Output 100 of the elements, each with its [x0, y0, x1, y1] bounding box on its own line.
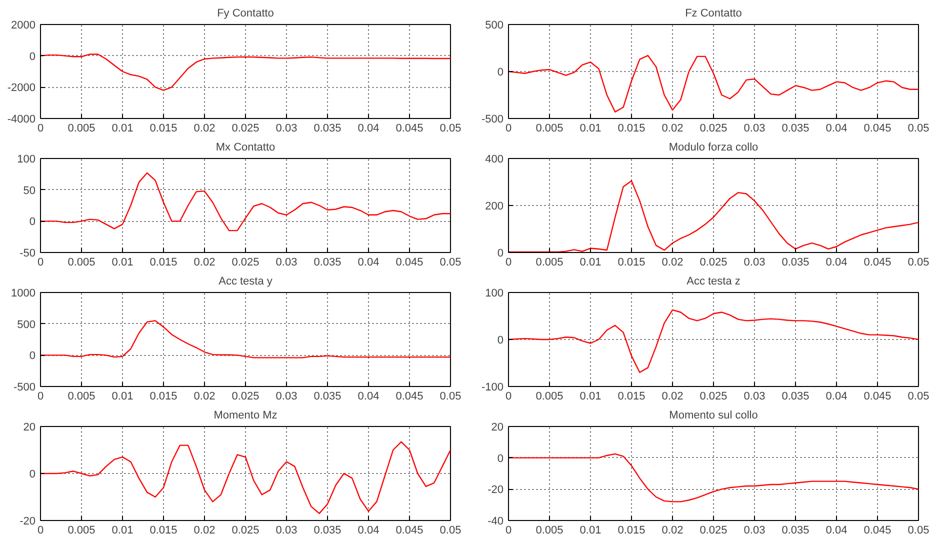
chart-title: Mx Contatto: [216, 142, 276, 154]
x-tick-label: 0.045: [864, 390, 892, 402]
x-tick-label: 0.04: [358, 524, 380, 536]
y-tick-label: -40: [488, 516, 504, 528]
x-tick-label: 0.005: [68, 390, 96, 402]
chart-title: Momento sul collo: [669, 410, 758, 422]
x-tick-label: 0: [505, 256, 512, 268]
x-tick-label: 0.015: [150, 524, 178, 536]
x-tick-label: 0.045: [396, 122, 424, 134]
y-tick-label: 500: [17, 318, 36, 331]
x-tick-label: 0.01: [112, 524, 134, 536]
y-tick-label: 100: [17, 154, 36, 166]
x-tick-label: 0: [37, 256, 44, 268]
x-tick-label: 0.03: [276, 524, 298, 536]
x-tick-label: 0.02: [662, 122, 684, 134]
x-tick-label: 0.015: [150, 390, 178, 402]
x-tick-label: 0.025: [700, 524, 728, 536]
chart-title: Momento Mz: [214, 410, 278, 422]
y-tick-label: 0: [497, 248, 504, 260]
x-tick-label: 0.03: [744, 256, 766, 268]
x-tick-label: 0: [37, 122, 44, 134]
x-tick-label: 0.005: [536, 524, 564, 536]
x-tick-label: 0.045: [396, 524, 424, 536]
x-tick-label: 0.01: [112, 122, 134, 134]
x-tick-label: 0.025: [232, 256, 260, 268]
x-tick-label: 0.03: [744, 122, 766, 134]
x-tick-label: 0.005: [536, 256, 564, 268]
x-tick-label: 0.02: [194, 524, 216, 536]
y-tick-label: 0: [497, 452, 504, 465]
y-tick-label: -20: [20, 516, 36, 528]
x-tick-label: 0.02: [194, 390, 216, 402]
x-tick-label: 0.01: [580, 122, 602, 134]
x-tick-label: 0.005: [68, 122, 96, 134]
x-tick-label: 0.035: [314, 524, 342, 536]
x-tick-label: 0.035: [782, 524, 810, 536]
x-tick-label: 0.015: [618, 122, 646, 134]
y-tick-label: 0: [29, 350, 36, 362]
x-tick-label: 0.01: [580, 390, 602, 402]
y-tick-label: 0: [29, 216, 36, 228]
y-tick-label: 0: [497, 66, 504, 78]
y-tick-label: 200: [485, 200, 504, 212]
x-tick-label: 0.02: [194, 122, 216, 134]
chart-title: Acc testa y: [218, 276, 273, 288]
x-tick-label: 0.015: [150, 122, 178, 134]
x-tick-label: 0.03: [276, 390, 298, 402]
x-tick-label: 0: [505, 122, 512, 134]
x-tick-label: 0.02: [662, 390, 684, 402]
x-tick-label: 0.035: [314, 122, 342, 134]
x-tick-label: 0.04: [358, 256, 380, 268]
x-tick-label: 0.045: [396, 256, 424, 268]
x-tick-label: 0.035: [782, 122, 810, 134]
x-tick-label: 0.04: [826, 122, 848, 134]
x-tick-label: 0.03: [744, 524, 766, 536]
chart-title: Acc testa z: [686, 276, 740, 288]
chart-title: Modulo forza collo: [668, 142, 758, 154]
x-tick-label: 0.025: [232, 390, 260, 402]
y-tick-label: -500: [13, 382, 36, 394]
x-tick-label: 0.025: [232, 524, 260, 536]
y-tick-label: 1000: [11, 288, 36, 300]
x-tick-label: 0.01: [112, 256, 134, 268]
x-tick-label: 0.01: [112, 390, 134, 402]
y-tick-label: 2000: [11, 20, 36, 32]
y-tick-label: -500: [481, 114, 504, 126]
x-tick-label: 0.05: [908, 390, 930, 402]
y-tick-label: 0: [29, 50, 36, 63]
y-tick-label: -4000: [7, 114, 36, 126]
x-tick-label: 0.045: [864, 524, 892, 536]
x-tick-label: 0.005: [68, 256, 96, 268]
x-tick-label: 0.015: [618, 256, 646, 268]
x-tick-label: 0.05: [440, 256, 462, 268]
y-tick-label: 100: [485, 288, 504, 300]
x-tick-label: 0.035: [782, 390, 810, 402]
x-tick-label: 0.03: [276, 122, 298, 134]
x-tick-label: 0.035: [314, 256, 342, 268]
x-tick-label: 0.01: [580, 524, 602, 536]
x-tick-label: 0.05: [440, 122, 462, 134]
x-tick-label: 0: [37, 524, 44, 536]
x-tick-label: 0.04: [826, 256, 848, 268]
x-tick-label: 0: [505, 390, 512, 402]
x-tick-label: 0.05: [440, 390, 462, 402]
x-tick-label: 0.05: [908, 524, 930, 536]
x-tick-label: 0.02: [662, 524, 684, 536]
x-tick-label: 0.04: [826, 390, 848, 402]
x-tick-label: 0.01: [580, 256, 602, 268]
y-tick-label: 0: [497, 334, 504, 346]
x-tick-label: 0.015: [150, 256, 178, 268]
y-tick-label: -20: [488, 484, 504, 496]
x-tick-label: 0.025: [700, 390, 728, 402]
x-tick-label: 0.015: [618, 390, 646, 402]
y-tick-label: 400: [485, 154, 504, 166]
x-tick-label: 0.045: [396, 390, 424, 402]
x-tick-label: 0.02: [662, 256, 684, 268]
x-tick-label: 0.04: [826, 524, 848, 536]
x-tick-label: 0.005: [536, 122, 564, 134]
x-tick-label: 0.035: [314, 390, 342, 402]
x-tick-label: 0.025: [700, 122, 728, 134]
chart-title: Fy Contatto: [217, 8, 274, 20]
x-tick-label: 0.05: [908, 122, 930, 134]
y-tick-label: 500: [485, 20, 504, 32]
x-tick-label: 0.015: [618, 524, 646, 536]
